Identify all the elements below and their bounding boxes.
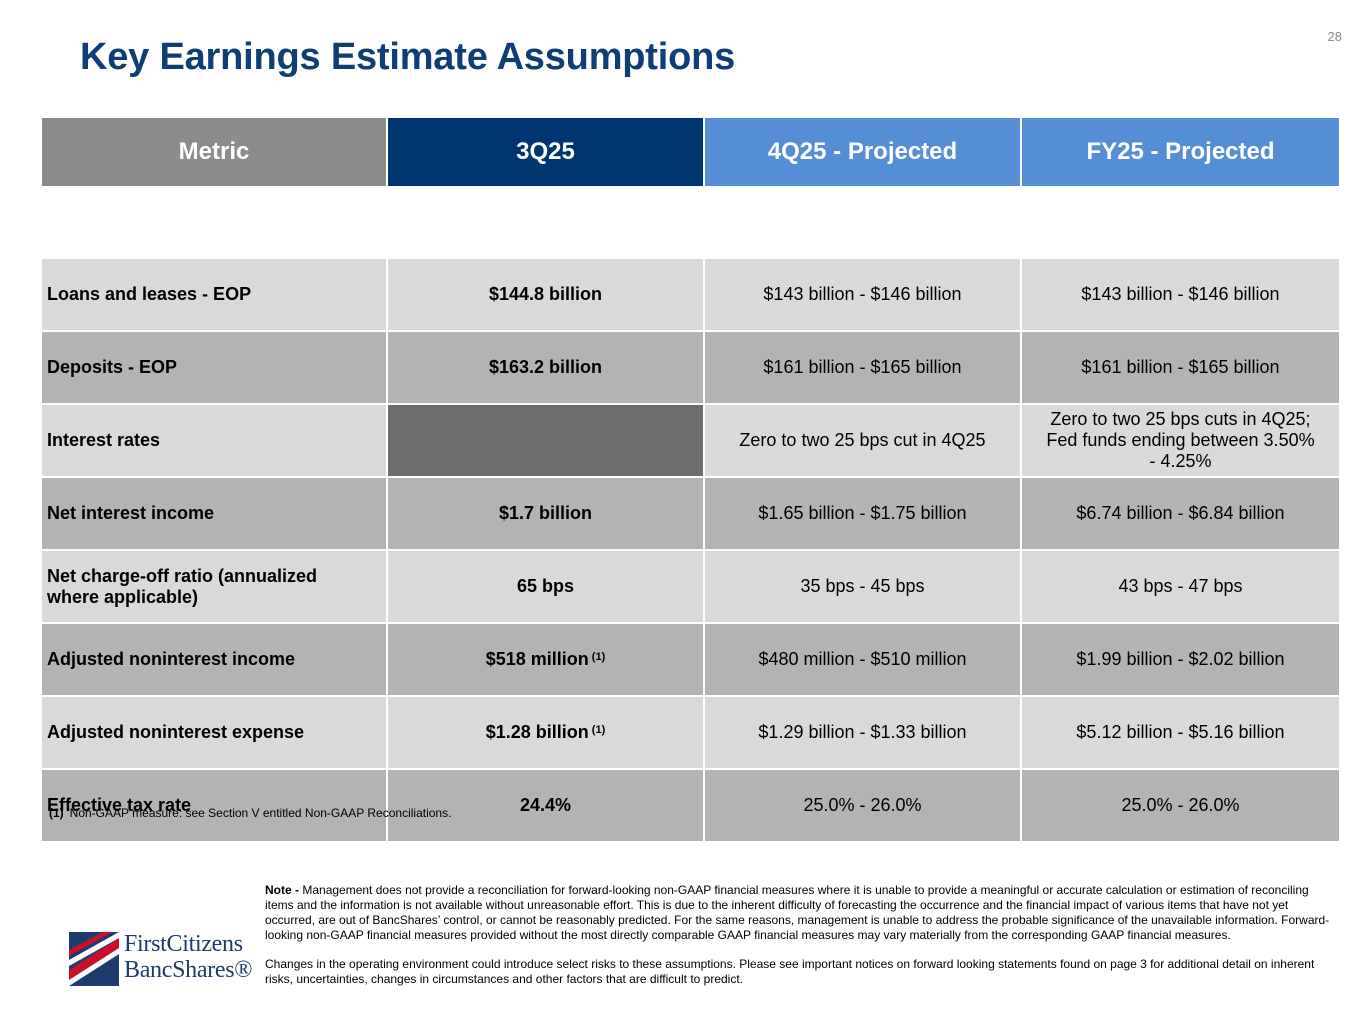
footnote-marker: (1)	[591, 651, 606, 664]
header-fy25-projected: FY25 - Projected	[1021, 118, 1339, 186]
value-3q25: 24.4%	[387, 769, 705, 843]
page-title: Key Earnings Estimate Assumptions	[80, 36, 736, 78]
value-3q25: $518 million (1)	[387, 623, 705, 697]
value-fy25: $6.74 billion - $6.84 billion	[1021, 477, 1339, 551]
logo-text-line2: BancShares®	[124, 957, 253, 983]
note-text-2: Changes in the operating environment cou…	[265, 957, 1315, 986]
value-3q25: $1.28 billion (1)	[387, 696, 705, 770]
table-row: Adjusted noninterest income $518 million…	[42, 623, 1339, 697]
value-fy25: $143 billion - $146 billion	[1021, 258, 1339, 332]
footnote-marker: (1)	[591, 724, 606, 737]
value-fy25: $5.12 billion - $5.16 billion	[1021, 696, 1339, 770]
table-header-row: Metric 3Q25 4Q25 - Projected FY25 - Proj…	[42, 118, 1339, 186]
note-label: Note -	[265, 883, 299, 897]
footnote-marker: (1)	[49, 806, 64, 820]
value-4q25: $143 billion - $146 billion	[704, 258, 1022, 332]
table-row: Interest rates Zero to two 25 bps cut in…	[42, 404, 1339, 478]
table-row: Net charge-off ratio (annualized where a…	[42, 550, 1339, 624]
page-number: 28	[1327, 29, 1342, 44]
value-4q25: 35 bps - 45 bps	[704, 550, 1022, 624]
metric-name: Loans and leases - EOP	[42, 258, 388, 332]
value-4q25: $161 billion - $165 billion	[704, 331, 1022, 405]
header-3q25: 3Q25	[387, 118, 705, 186]
metric-name: Effective tax rate	[42, 769, 388, 843]
value-4q25: Zero to two 25 bps cut in 4Q25	[704, 404, 1022, 478]
metric-name: Net charge-off ratio (annualized where a…	[42, 550, 388, 624]
footnote: (1) Non-GAAP measure: see Section V entit…	[49, 806, 451, 820]
value-4q25: $480 million - $510 million	[704, 623, 1022, 697]
value-4q25: $1.29 billion - $1.33 billion	[704, 696, 1022, 770]
value-3q25: 65 bps	[387, 550, 705, 624]
value-fy25: Zero to two 25 bps cuts in 4Q25; Fed fun…	[1021, 404, 1339, 478]
value-3q25-blank	[387, 404, 705, 478]
table-row: Loans and leases - EOP $144.8 billion $1…	[42, 258, 1339, 332]
metric-name: Interest rates	[42, 404, 388, 478]
value-4q25: 25.0% - 26.0%	[704, 769, 1022, 843]
table-row: Deposits - EOP $163.2 billion $161 billi…	[42, 331, 1339, 405]
table-row: Effective tax rate 24.4% 25.0% - 26.0% 2…	[42, 769, 1339, 843]
value-3q25: $163.2 billion	[387, 331, 705, 405]
metric-name: Adjusted noninterest income	[42, 623, 388, 697]
assumptions-table: Metric 3Q25 4Q25 - Projected FY25 - Proj…	[42, 118, 1339, 843]
logo-flag-icon	[69, 932, 119, 986]
metric-name: Net interest income	[42, 477, 388, 551]
value-fy25: 25.0% - 26.0%	[1021, 769, 1339, 843]
header-metric: Metric	[42, 118, 388, 186]
table-row: Adjusted noninterest expense $1.28 billi…	[42, 696, 1339, 770]
metric-name: Adjusted noninterest expense	[42, 696, 388, 770]
value-fy25: $161 billion - $165 billion	[1021, 331, 1339, 405]
metric-name: Deposits - EOP	[42, 331, 388, 405]
logo-text-line1: FirstCitizens	[124, 931, 243, 957]
value-3q25: $144.8 billion	[387, 258, 705, 332]
value-fy25: 43 bps - 47 bps	[1021, 550, 1339, 624]
table-row: Net interest income $1.7 billion $1.65 b…	[42, 477, 1339, 551]
note-text: Management does not provide a reconcilia…	[265, 883, 1330, 942]
disclaimer-note: Note - Management does not provide a rec…	[265, 883, 1335, 1001]
value-3q25: $1.7 billion	[387, 477, 705, 551]
header-4q25-projected: 4Q25 - Projected	[704, 118, 1022, 186]
company-logo: FirstCitizens BancShares®	[69, 930, 253, 986]
value-4q25: $1.65 billion - $1.75 billion	[704, 477, 1022, 551]
value-fy25: $1.99 billion - $2.02 billion	[1021, 623, 1339, 697]
footnote-text: Non-GAAP measure: see Section V entitled…	[69, 806, 452, 820]
